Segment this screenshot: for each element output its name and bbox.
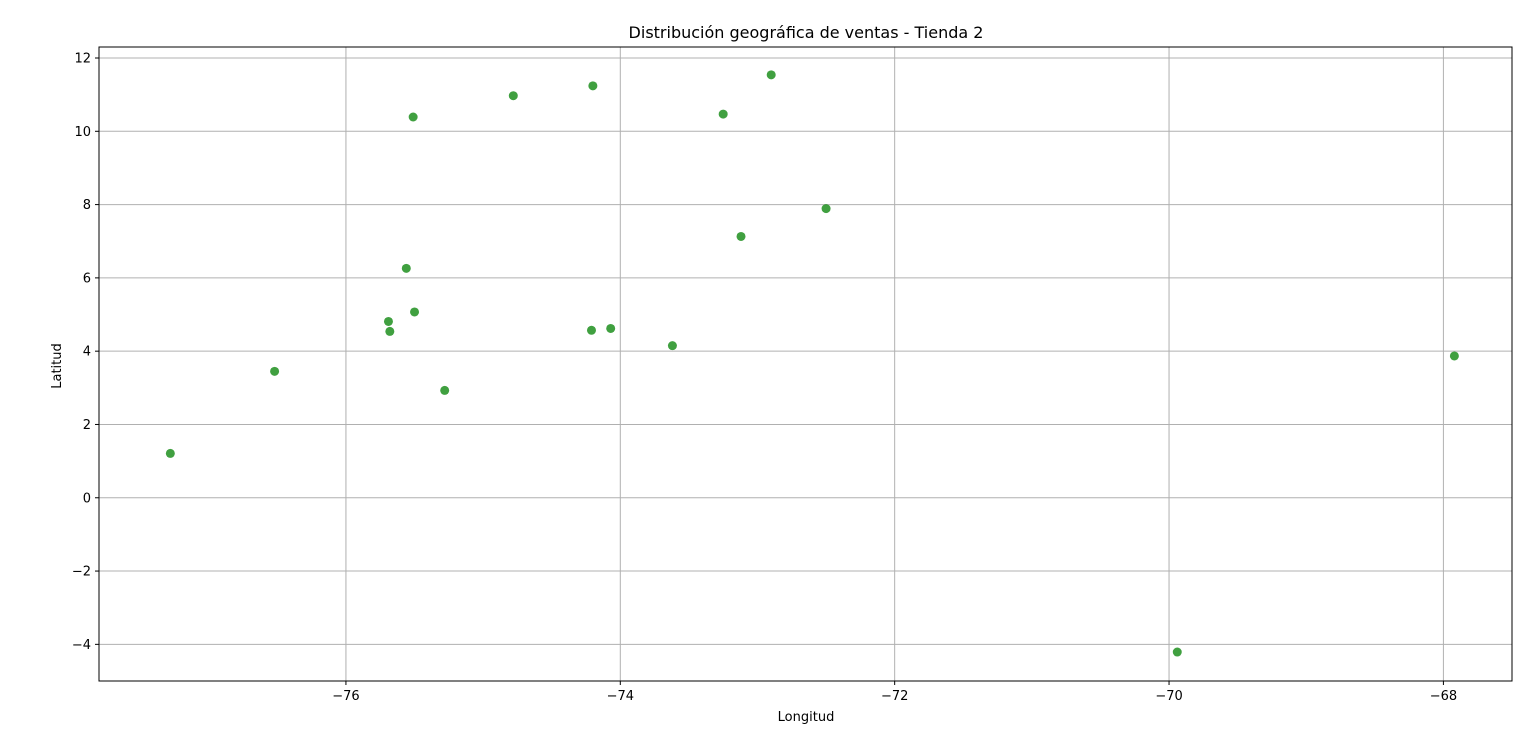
scatter-point	[736, 231, 746, 241]
scatter-point	[1172, 647, 1182, 657]
y-tick-label: 8	[83, 198, 91, 213]
axis-ticks: −76 −74 −72 −70 −68 −4 −2 0 2 4 6 8 10 12	[72, 51, 1457, 704]
scatter-point	[440, 385, 450, 395]
x-tick-label: −72	[881, 689, 908, 704]
scatter-point	[401, 263, 411, 273]
x-tick-label: −70	[1155, 689, 1182, 704]
data-points	[165, 70, 1459, 657]
y-axis-label: Latitud	[50, 343, 65, 389]
scatter-point	[766, 70, 776, 80]
scatter-point	[385, 326, 395, 336]
scatter-point	[270, 366, 280, 376]
y-tick-label: 0	[83, 491, 91, 506]
scatter-point	[410, 307, 420, 317]
scatter-point	[667, 341, 677, 351]
grid-lines	[99, 47, 1512, 681]
scatter-point	[821, 204, 831, 214]
x-axis-label: Longitud	[778, 710, 835, 725]
x-tick-label: −68	[1430, 689, 1457, 704]
scatter-point	[1449, 351, 1459, 361]
y-tick-label: 12	[74, 51, 91, 66]
x-tick-label: −76	[332, 689, 359, 704]
scatter-point	[586, 325, 596, 335]
scatter-point	[408, 112, 418, 122]
chart-title: Distribución geográfica de ventas - Tien…	[629, 23, 984, 42]
scatter-point	[718, 109, 728, 119]
y-tick-label: −4	[72, 638, 91, 653]
scatter-point	[383, 316, 393, 326]
scatter-point	[508, 91, 518, 101]
scatter-point	[606, 323, 616, 333]
scatter-point	[588, 81, 598, 91]
scatter-point	[165, 448, 175, 458]
plot-frame	[98, 46, 1513, 682]
y-tick-label: 2	[83, 418, 91, 433]
x-tick-label: −74	[607, 689, 634, 704]
y-tick-label: 6	[83, 271, 91, 286]
y-tick-label: 4	[83, 345, 91, 360]
y-tick-label: −2	[72, 565, 91, 580]
y-tick-label: 10	[74, 125, 91, 140]
